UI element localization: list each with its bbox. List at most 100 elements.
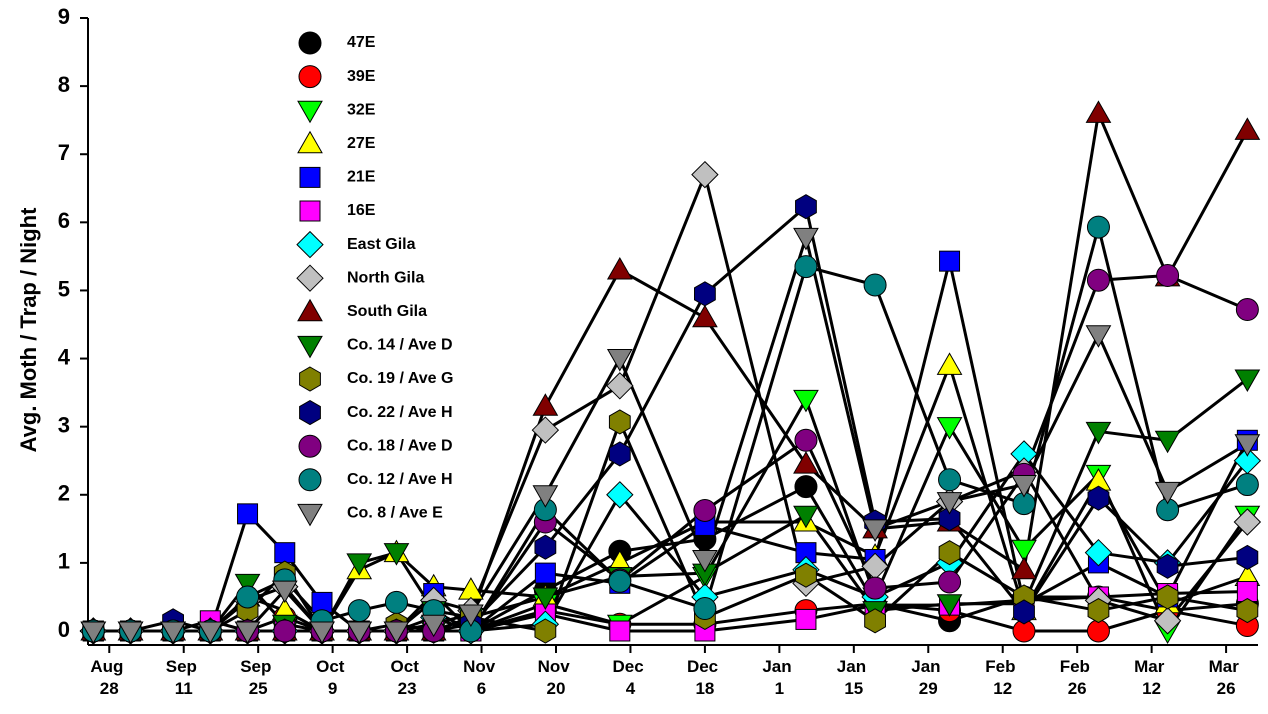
marker bbox=[795, 562, 817, 588]
legend-label: 16E bbox=[347, 202, 376, 219]
legend-marker bbox=[299, 400, 321, 426]
y-tick-label: 8 bbox=[58, 72, 70, 97]
legend-label: North Gila bbox=[347, 269, 424, 286]
marker bbox=[794, 255, 818, 279]
legend-marker bbox=[297, 335, 323, 359]
marker bbox=[1154, 430, 1181, 454]
legend-label: 39E bbox=[347, 68, 376, 85]
marker bbox=[346, 621, 373, 645]
legend-label: Co. 19 / Ave G bbox=[347, 370, 453, 387]
marker bbox=[795, 194, 817, 220]
marker bbox=[794, 428, 818, 452]
legend-marker bbox=[298, 434, 322, 458]
y-tick-label: 3 bbox=[58, 412, 70, 437]
marker bbox=[693, 498, 717, 522]
marker bbox=[273, 619, 297, 643]
marker bbox=[606, 481, 634, 509]
marker bbox=[420, 614, 447, 638]
marker bbox=[793, 505, 819, 529]
marker bbox=[1236, 544, 1259, 571]
x-tick-label: Aug 28 bbox=[90, 657, 128, 698]
marker bbox=[532, 393, 559, 416]
marker bbox=[309, 621, 335, 645]
marker bbox=[197, 621, 224, 645]
marker bbox=[1236, 597, 1259, 624]
marker bbox=[532, 485, 559, 508]
marker bbox=[694, 281, 716, 307]
marker bbox=[793, 389, 819, 413]
marker bbox=[692, 549, 718, 573]
legend-marker bbox=[296, 230, 324, 259]
marker bbox=[1087, 485, 1110, 511]
marker bbox=[863, 576, 887, 600]
marker bbox=[160, 621, 186, 645]
marker bbox=[1086, 268, 1110, 292]
y-tick-label: 1 bbox=[58, 549, 70, 574]
series-line bbox=[93, 602, 1248, 633]
x-tick-label: Jan 29 bbox=[911, 657, 945, 698]
x-tick-label: Oct 9 bbox=[316, 657, 349, 698]
legend-label: 32E bbox=[347, 101, 376, 118]
marker bbox=[237, 503, 259, 525]
marker bbox=[346, 553, 373, 576]
marker bbox=[794, 475, 818, 499]
marker bbox=[936, 594, 963, 617]
x-tick-label: Dec 4 bbox=[612, 657, 648, 698]
x-tick-label: Jan 15 bbox=[837, 657, 871, 698]
marker bbox=[1156, 263, 1180, 287]
marker bbox=[793, 451, 819, 474]
x-tick-label: Sep 25 bbox=[240, 657, 276, 698]
legend-marker bbox=[297, 298, 323, 322]
marker bbox=[863, 273, 887, 297]
legend-label: East Gila bbox=[347, 236, 416, 253]
marker bbox=[1233, 508, 1262, 536]
marker bbox=[1085, 421, 1112, 445]
legend-marker bbox=[297, 100, 323, 124]
legend-label: Co. 8 / Ave E bbox=[347, 505, 443, 522]
legend-label: Co. 22 / Ave H bbox=[347, 404, 453, 421]
marker bbox=[608, 441, 631, 467]
legend-marker bbox=[299, 166, 321, 188]
x-tick-label: Mar 12 bbox=[1134, 657, 1169, 698]
series-line bbox=[93, 225, 1248, 633]
marker bbox=[1153, 607, 1182, 635]
marker bbox=[234, 621, 261, 645]
legend-marker bbox=[299, 366, 321, 392]
y-tick-label: 9 bbox=[58, 4, 70, 29]
y-axis-label: Avg. Moth / Trap / Night bbox=[16, 207, 41, 453]
x-tick-label: Mar 26 bbox=[1209, 657, 1244, 698]
marker bbox=[862, 519, 888, 542]
marker bbox=[795, 608, 817, 630]
y-tick-label: 4 bbox=[58, 344, 71, 369]
x-tick-label: Feb 26 bbox=[1060, 657, 1095, 698]
marker bbox=[936, 352, 963, 375]
marker bbox=[1011, 475, 1037, 498]
marker bbox=[1154, 481, 1181, 505]
series-line bbox=[93, 235, 1249, 633]
series-line bbox=[93, 420, 1248, 633]
marker bbox=[236, 585, 260, 609]
y-tick-label: 0 bbox=[58, 617, 70, 642]
marker bbox=[271, 580, 298, 604]
legend-marker bbox=[296, 264, 324, 292]
x-tick-label: Nov 6 bbox=[463, 657, 500, 698]
marker bbox=[606, 349, 633, 372]
legend-marker bbox=[297, 130, 323, 154]
marker bbox=[938, 570, 962, 594]
legend-marker bbox=[298, 31, 322, 55]
legend-label: 27E bbox=[347, 135, 376, 152]
marker bbox=[693, 597, 717, 621]
marker bbox=[606, 372, 634, 400]
marker bbox=[793, 227, 819, 251]
marker bbox=[692, 304, 718, 328]
marker bbox=[864, 608, 886, 634]
legend-label: 47E bbox=[347, 34, 376, 51]
marker bbox=[1156, 553, 1179, 579]
legend-label: Co. 14 / Ave D bbox=[347, 337, 453, 354]
marker bbox=[608, 409, 631, 435]
marker bbox=[274, 542, 296, 564]
legend-marker bbox=[299, 200, 321, 222]
marker bbox=[383, 621, 410, 645]
marker bbox=[1087, 597, 1110, 624]
